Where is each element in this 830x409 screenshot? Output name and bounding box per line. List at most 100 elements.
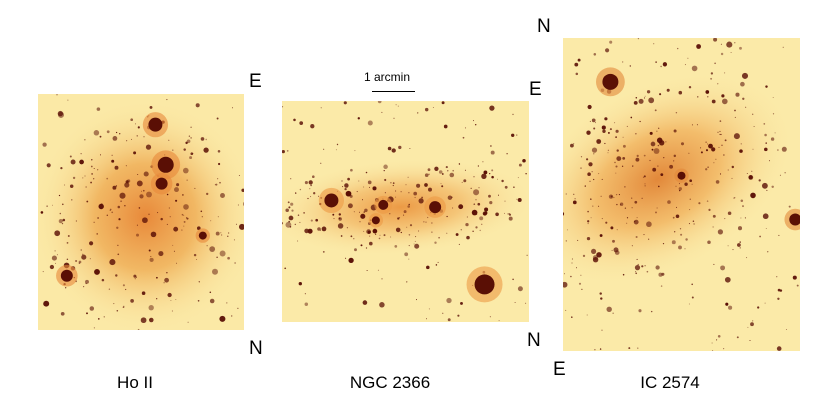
star: [171, 310, 173, 312]
star: [182, 167, 189, 174]
star: [434, 166, 439, 171]
star: [666, 88, 670, 92]
star: [616, 229, 618, 231]
star: [295, 192, 297, 194]
bright-star: [157, 156, 174, 173]
star: [457, 314, 460, 317]
star: [635, 272, 638, 275]
star: [667, 200, 671, 204]
star: [662, 62, 668, 67]
star: [710, 72, 714, 75]
star: [692, 220, 695, 222]
star: [111, 211, 114, 214]
star: [137, 328, 140, 330]
star: [345, 257, 347, 259]
star: [465, 222, 469, 227]
star: [730, 52, 732, 53]
star: [183, 214, 185, 216]
star: [717, 131, 719, 133]
star: [67, 235, 70, 237]
star: [602, 129, 606, 133]
star: [308, 180, 313, 185]
star: [746, 173, 748, 174]
star: [472, 120, 475, 122]
star: [139, 194, 144, 199]
star: [209, 291, 212, 293]
star: [658, 185, 660, 188]
star: [188, 135, 191, 137]
star: [589, 180, 591, 182]
star: [750, 192, 756, 199]
star: [656, 137, 663, 144]
star: [201, 216, 203, 218]
star: [517, 177, 519, 179]
star: [588, 162, 593, 167]
star: [691, 283, 693, 286]
star: [678, 90, 683, 95]
star: [397, 217, 400, 220]
star: [62, 203, 64, 206]
star: [770, 137, 775, 141]
star: [768, 160, 771, 162]
star: [101, 278, 105, 282]
star: [340, 235, 343, 237]
star: [458, 204, 464, 210]
star: [740, 81, 745, 87]
star: [359, 221, 361, 223]
star: [115, 131, 118, 134]
star: [674, 129, 676, 131]
star: [97, 318, 100, 320]
star: [395, 104, 397, 106]
star: [150, 231, 157, 238]
star: [404, 252, 409, 257]
star: [745, 106, 747, 108]
star: [354, 248, 357, 252]
star: [497, 178, 498, 180]
star: [636, 154, 639, 158]
star: [601, 125, 606, 130]
star: [310, 184, 312, 187]
star: [169, 216, 171, 218]
star: [609, 128, 612, 131]
star: [170, 300, 172, 301]
star: [421, 196, 424, 199]
star: [445, 166, 448, 169]
star: [96, 107, 101, 111]
star: [599, 292, 602, 295]
star: [378, 237, 381, 240]
star: [85, 279, 89, 284]
star: [573, 143, 575, 145]
star: [600, 297, 603, 300]
star: [193, 253, 197, 257]
star: [297, 240, 299, 242]
star: [431, 222, 433, 224]
star: [60, 311, 65, 316]
star: [652, 167, 657, 172]
star: [149, 319, 151, 321]
star: [479, 216, 484, 221]
star: [353, 238, 355, 240]
star: [598, 173, 600, 175]
star: [126, 140, 128, 142]
star: [571, 316, 573, 318]
star: [673, 129, 677, 133]
star: [64, 184, 66, 186]
star: [91, 159, 93, 161]
star: [719, 173, 722, 175]
star: [243, 201, 244, 207]
star: [675, 185, 677, 187]
star: [220, 193, 225, 198]
star: [304, 181, 308, 185]
star: [734, 42, 736, 44]
star: [157, 212, 159, 214]
star: [591, 118, 596, 123]
star: [227, 232, 230, 234]
star: [781, 146, 787, 152]
star: [637, 347, 639, 349]
star: [772, 96, 774, 99]
star: [125, 288, 127, 291]
star: [215, 183, 218, 186]
star: [592, 255, 598, 261]
star: [113, 303, 115, 305]
star: [407, 205, 410, 208]
